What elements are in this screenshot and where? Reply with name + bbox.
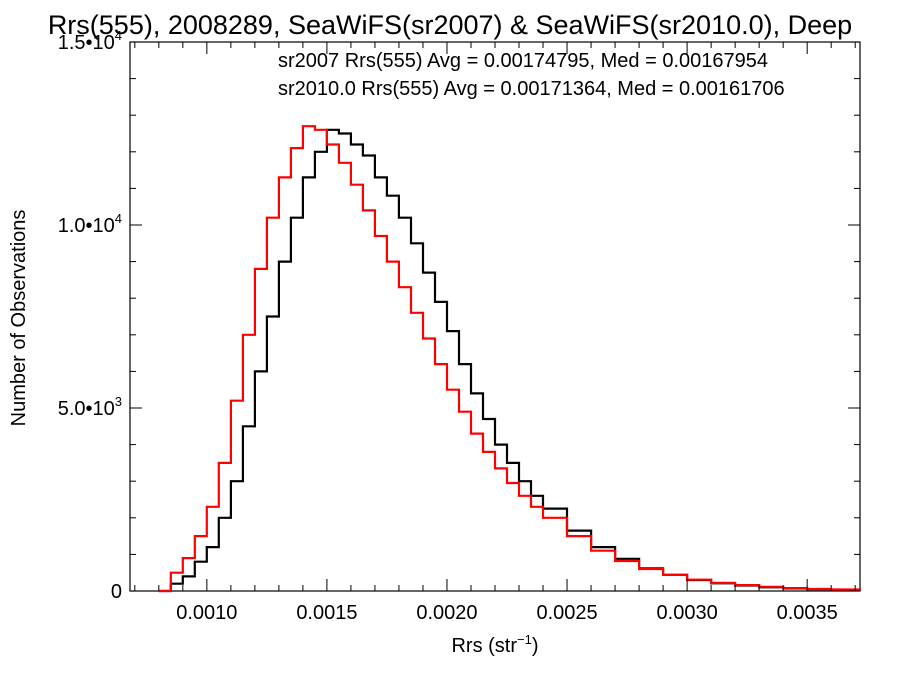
- x-tick-label: 0.0015: [296, 602, 357, 624]
- x-tick-label: 0.0030: [657, 602, 718, 624]
- y-tick-label: 5.0•103: [58, 394, 122, 420]
- series-layer: [158, 125, 862, 593]
- x-axis-label-close: ): [532, 635, 539, 657]
- x-tick-label: 0.0010: [176, 602, 237, 624]
- plot-frame: [129, 41, 861, 592]
- y-tick-label: 0: [111, 581, 122, 603]
- chart-title: Rrs(555), 2008289, SeaWiFS(sr2007) & Sea…: [48, 10, 852, 40]
- x-tick-label: 0.0025: [536, 602, 597, 624]
- x-axis-label: Rrs (str−1): [451, 632, 538, 657]
- x-tick-label: 0.0035: [777, 602, 838, 624]
- series-sr2007: [158, 128, 862, 593]
- x-axis-label-main: Rrs (str: [451, 635, 517, 657]
- tick-layer: 0.0010 0.0015 0.0020 0.0025 0.0030 0.0035 0 5.0…: [58, 28, 860, 624]
- y-tick-label: 1.5•104: [58, 28, 122, 54]
- x-tick-label: 0.0020: [416, 602, 477, 624]
- y-tick-label: 1.0•104: [58, 211, 122, 237]
- annotation-sr2007: sr2007 Rrs(555) Avg = 0.00174795, Med = …: [278, 50, 768, 72]
- x-axis-label-sup: −1: [517, 632, 532, 647]
- y-axis-label: Number of Observations: [8, 210, 30, 427]
- series-sr2010-0: [158, 125, 862, 593]
- annotation-sr2010: sr2010.0 Rrs(555) Avg = 0.00171364, Med …: [278, 78, 785, 100]
